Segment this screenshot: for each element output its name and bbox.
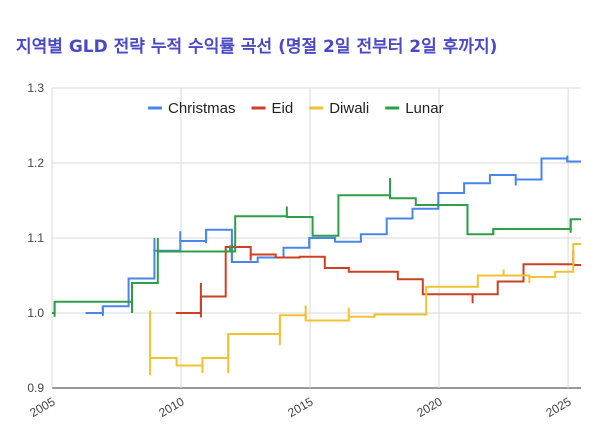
y-tick-label: 1.2: [27, 156, 44, 170]
legend-item-christmas: Christmas: [148, 100, 236, 117]
y-tick-label: 1.3: [27, 81, 44, 95]
x-tick-label: 2020: [414, 394, 444, 420]
series-eid: [175, 246, 581, 318]
legend-item-lunar: Lunar: [385, 100, 444, 117]
series-diwali: [149, 243, 581, 376]
x-tick-label: 2010: [156, 394, 186, 420]
y-tick-label: 0.9: [27, 381, 44, 395]
legend-label: Christmas: [168, 100, 236, 117]
axis-layer: 0.9 1.0 1.1 1.2 1.3 2005 2010 2015 2020 2025: [27, 81, 574, 420]
legend-label: Eid: [272, 100, 294, 117]
chart-legend: Christmas Eid Diwali Lunar: [148, 100, 444, 117]
series-lunar: [52, 178, 581, 317]
series-line-eid: [175, 246, 581, 314]
x-tick-label: 2005: [27, 394, 57, 420]
legend-item-diwali: Diwali: [309, 100, 369, 117]
series-layer: [52, 155, 581, 376]
chart-title: 지역별 GLD 전략 누적 수익률 곡선 (명절 2일 전부터 2일 후까지): [16, 36, 497, 57]
x-tick-label: 2015: [285, 394, 315, 420]
legend-item-eid: Eid: [251, 100, 294, 117]
x-tick-label: 2025: [543, 394, 573, 420]
y-tick-label: 1.1: [27, 231, 44, 245]
legend-label: Lunar: [405, 100, 443, 117]
y-tick-label: 1.0: [27, 306, 44, 320]
legend-label: Diwali: [329, 100, 369, 117]
series-line-diwali: [150, 243, 581, 367]
